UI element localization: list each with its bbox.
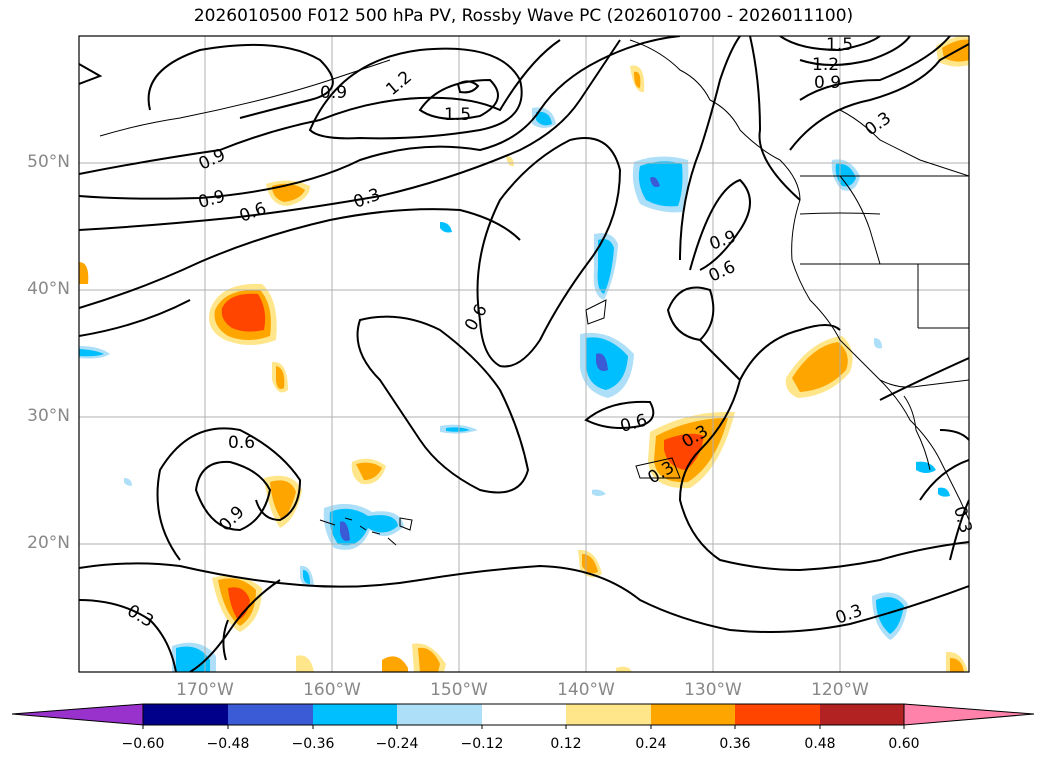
- lat-label-50n: 50°N: [27, 152, 70, 172]
- colorbar-segment: [735, 704, 820, 725]
- colorbar-segment: [143, 704, 228, 725]
- colorbar-segment: [397, 704, 482, 725]
- colorbar-segment: [651, 704, 735, 725]
- colorbar-tick-label: −0.60: [121, 736, 165, 752]
- contour-label: 1.2: [812, 55, 839, 75]
- lat-label-40n: 40°N: [27, 279, 70, 299]
- lat-label-20n: 20°N: [27, 533, 70, 553]
- contour-label: 0.6: [228, 433, 255, 453]
- contour-label: 0.9: [320, 83, 347, 103]
- lat-label-30n: 30°N: [27, 406, 70, 426]
- pv-contours: [79, 36, 969, 672]
- colorbar-extend-min: [11, 703, 144, 726]
- gridlines: [79, 36, 969, 672]
- colorbar-tick-label: −0.48: [206, 736, 250, 752]
- lon-label-140w: 140°W: [557, 680, 615, 700]
- contour-label: 1.5: [444, 105, 471, 125]
- colorbar-tick-label: 0.12: [550, 736, 582, 752]
- colorbar-segment: [313, 704, 397, 725]
- lon-label-120w: 120°W: [811, 680, 869, 700]
- colorbar-tick-label: 0.60: [888, 736, 920, 752]
- colorbar-tick-label: −0.36: [291, 736, 335, 752]
- coastlines: [99, 39, 969, 546]
- lon-label-160w: 160°W: [303, 680, 361, 700]
- colorbar-segment: [566, 704, 651, 725]
- colorbar-tick-label: −0.24: [375, 736, 419, 752]
- colorbar-tick-label: 0.24: [635, 736, 667, 752]
- colorbar-tick-label: 0.36: [719, 736, 751, 752]
- contour-label: 1.5: [826, 35, 853, 55]
- map-title: 2026010500 F012 500 hPa PV, Rossby Wave …: [193, 6, 854, 26]
- colorbar-tick-label: 0.48: [804, 736, 836, 752]
- lon-label-130w: 130°W: [684, 680, 742, 700]
- contour-label: 0.9: [814, 73, 841, 93]
- colorbar-segment: [228, 704, 313, 725]
- lon-label-150w: 150°W: [430, 680, 488, 700]
- colorbar-segment: [482, 704, 566, 725]
- colorbar-tick-label: −0.12: [460, 736, 504, 752]
- lon-label-170w: 170°W: [176, 680, 234, 700]
- colorbar-extend-max: [903, 703, 1035, 726]
- colorbar-segment: [820, 704, 904, 725]
- map-frame: [78, 35, 970, 673]
- colorbar: [11, 703, 1035, 729]
